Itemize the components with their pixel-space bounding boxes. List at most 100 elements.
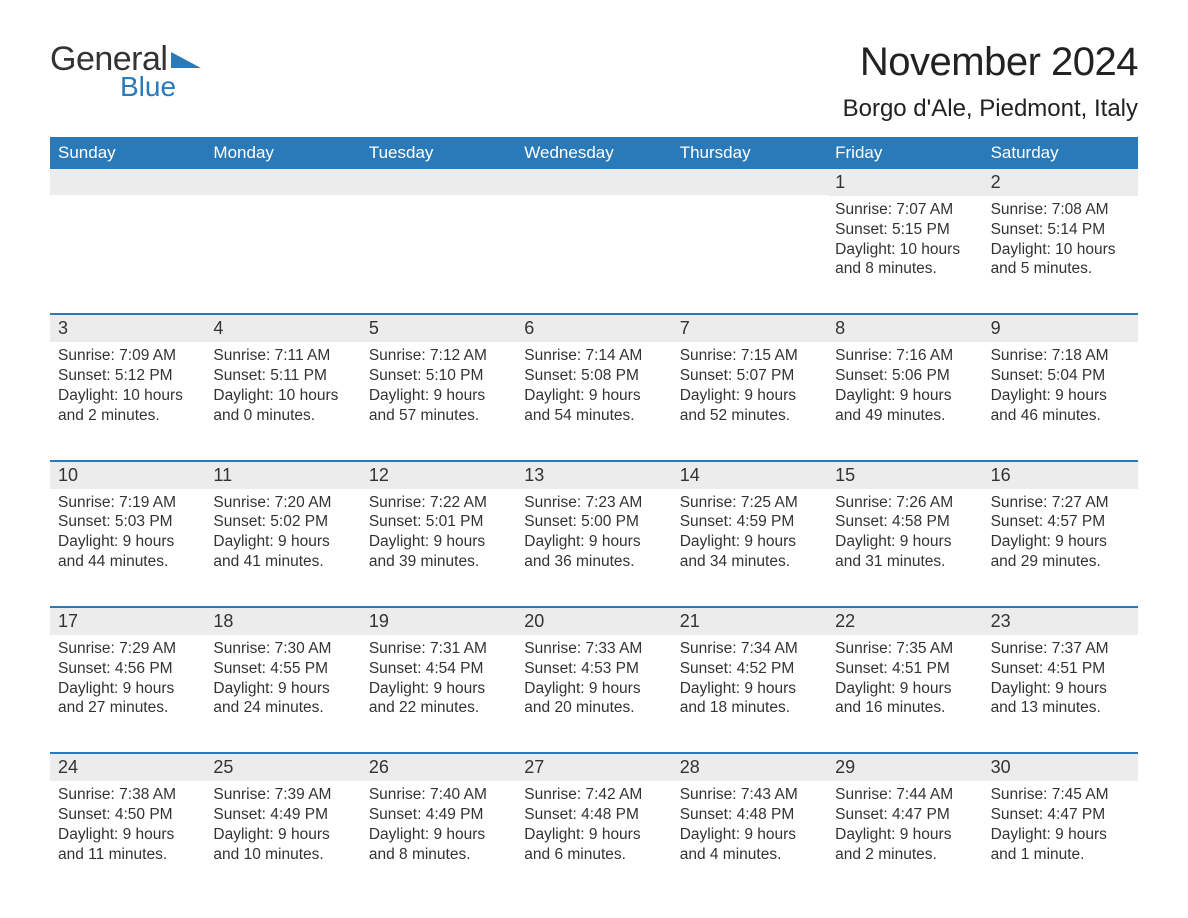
day-body: Sunrise: 7:07 AMSunset: 5:15 PMDaylight:… <box>827 196 982 285</box>
day-sunrise: Sunrise: 7:11 AM <box>213 346 352 366</box>
day-number-bar: 12 <box>361 462 516 489</box>
day-sunset: Sunset: 4:49 PM <box>369 805 508 825</box>
day-body: Sunrise: 7:37 AMSunset: 4:51 PMDaylight:… <box>983 635 1138 724</box>
day-number: 15 <box>835 465 855 485</box>
day-sunset: Sunset: 5:14 PM <box>991 220 1130 240</box>
day-sunset: Sunset: 5:08 PM <box>524 366 663 386</box>
day-number-bar: 24 <box>50 754 205 781</box>
day-cell: 23Sunrise: 7:37 AMSunset: 4:51 PMDayligh… <box>983 608 1138 724</box>
day-number: 27 <box>524 757 544 777</box>
day-daylight2: and 54 minutes. <box>524 406 663 426</box>
day-sunset: Sunset: 5:10 PM <box>369 366 508 386</box>
day-cell: 11Sunrise: 7:20 AMSunset: 5:02 PMDayligh… <box>205 462 360 578</box>
day-sunrise: Sunrise: 7:27 AM <box>991 493 1130 513</box>
location: Borgo d'Ale, Piedmont, Italy <box>843 95 1138 123</box>
day-daylight1: Daylight: 9 hours <box>680 679 819 699</box>
day-number: 5 <box>369 318 379 338</box>
day-daylight1: Daylight: 9 hours <box>835 679 974 699</box>
day-number: 20 <box>524 611 544 631</box>
day-sunset: Sunset: 4:47 PM <box>835 805 974 825</box>
day-number-bar: 5 <box>361 315 516 342</box>
day-daylight2: and 22 minutes. <box>369 698 508 718</box>
day-daylight1: Daylight: 9 hours <box>58 532 197 552</box>
day-sunrise: Sunrise: 7:08 AM <box>991 200 1130 220</box>
day-sunset: Sunset: 5:15 PM <box>835 220 974 240</box>
day-sunset: Sunset: 4:49 PM <box>213 805 352 825</box>
day-number: 25 <box>213 757 233 777</box>
day-number: 1 <box>835 172 845 192</box>
day-daylight2: and 49 minutes. <box>835 406 974 426</box>
day-sunrise: Sunrise: 7:33 AM <box>524 639 663 659</box>
day-sunset: Sunset: 5:04 PM <box>991 366 1130 386</box>
week-row: 1 Sunrise: 7:07 AMSunset: 5:15 PMDaylight… <box>50 169 1138 285</box>
day-sunset: Sunset: 4:52 PM <box>680 659 819 679</box>
brand-blue: Blue <box>120 71 176 103</box>
day-number-bar: 14 <box>672 462 827 489</box>
day-body: Sunrise: 7:39 AMSunset: 4:49 PMDaylight:… <box>205 781 360 870</box>
title-block: November 2024 Borgo d'Ale, Piedmont, Ita… <box>843 40 1138 123</box>
day-number-bar <box>672 169 827 195</box>
day-sunrise: Sunrise: 7:44 AM <box>835 785 974 805</box>
day-daylight2: and 18 minutes. <box>680 698 819 718</box>
day-body: Sunrise: 7:27 AMSunset: 4:57 PMDaylight:… <box>983 489 1138 578</box>
day-number-bar <box>361 169 516 195</box>
day-sunset: Sunset: 4:56 PM <box>58 659 197 679</box>
weekday-header-row: Sunday Monday Tuesday Wednesday Thursday… <box>50 137 1138 169</box>
day-cell: 2Sunrise: 7:08 AMSunset: 5:14 PMDaylight… <box>983 169 1138 285</box>
day-daylight2: and 29 minutes. <box>991 552 1130 572</box>
day-daylight1: Daylight: 9 hours <box>524 679 663 699</box>
day-daylight2: and 2 minutes. <box>58 406 197 426</box>
day-sunrise: Sunrise: 7:14 AM <box>524 346 663 366</box>
day-number: 26 <box>369 757 389 777</box>
day-number: 13 <box>524 465 544 485</box>
day-sunrise: Sunrise: 7:45 AM <box>991 785 1130 805</box>
day-number: 3 <box>58 318 68 338</box>
day-sunrise: Sunrise: 7:23 AM <box>524 493 663 513</box>
day-sunset: Sunset: 5:02 PM <box>213 512 352 532</box>
day-daylight1: Daylight: 10 hours <box>213 386 352 406</box>
day-daylight2: and 8 minutes. <box>835 259 974 279</box>
day-daylight1: Daylight: 9 hours <box>835 532 974 552</box>
weekday-header: Tuesday <box>361 137 516 169</box>
day-sunrise: Sunrise: 7:26 AM <box>835 493 974 513</box>
day-daylight1: Daylight: 9 hours <box>524 825 663 845</box>
day-sunset: Sunset: 4:47 PM <box>991 805 1130 825</box>
day-sunset: Sunset: 4:51 PM <box>835 659 974 679</box>
day-body: Sunrise: 7:38 AMSunset: 4:50 PMDaylight:… <box>50 781 205 870</box>
day-sunset: Sunset: 4:55 PM <box>213 659 352 679</box>
day-number-bar: 10 <box>50 462 205 489</box>
day-daylight1: Daylight: 9 hours <box>213 825 352 845</box>
day-sunset: Sunset: 4:54 PM <box>369 659 508 679</box>
day-sunset: Sunset: 5:03 PM <box>58 512 197 532</box>
day-daylight2: and 24 minutes. <box>213 698 352 718</box>
day-sunrise: Sunrise: 7:31 AM <box>369 639 508 659</box>
day-cell: 25 Sunrise: 7:39 AMSunset: 4:49 PMDayligh… <box>205 754 360 870</box>
day-body: Sunrise: 7:09 AMSunset: 5:12 PMDaylight:… <box>50 342 205 431</box>
day-sunrise: Sunrise: 7:07 AM <box>835 200 974 220</box>
day-daylight2: and 6 minutes. <box>524 845 663 865</box>
day-sunrise: Sunrise: 7:09 AM <box>58 346 197 366</box>
day-number-bar: 19 <box>361 608 516 635</box>
day-number-bar: 4 <box>205 315 360 342</box>
day-daylight1: Daylight: 10 hours <box>58 386 197 406</box>
day-sunset: Sunset: 4:48 PM <box>680 805 819 825</box>
day-cell: 8Sunrise: 7:16 AMSunset: 5:06 PMDaylight… <box>827 315 982 431</box>
day-body: Sunrise: 7:22 AMSunset: 5:01 PMDaylight:… <box>361 489 516 578</box>
day-body: Sunrise: 7:35 AMSunset: 4:51 PMDaylight:… <box>827 635 982 724</box>
day-daylight1: Daylight: 10 hours <box>835 240 974 260</box>
day-daylight1: Daylight: 9 hours <box>991 532 1130 552</box>
day-number-bar: 7 <box>672 315 827 342</box>
day-daylight2: and 57 minutes. <box>369 406 508 426</box>
day-sunrise: Sunrise: 7:39 AM <box>213 785 352 805</box>
day-number-bar: 11 <box>205 462 360 489</box>
day-number-bar: 28 <box>672 754 827 781</box>
day-sunset: Sunset: 5:06 PM <box>835 366 974 386</box>
day-number: 10 <box>58 465 78 485</box>
day-sunset: Sunset: 4:51 PM <box>991 659 1130 679</box>
day-body: Sunrise: 7:29 AMSunset: 4:56 PMDaylight:… <box>50 635 205 724</box>
day-number: 7 <box>680 318 690 338</box>
day-number-bar: 2 <box>983 169 1138 196</box>
day-number: 29 <box>835 757 855 777</box>
day-number: 9 <box>991 318 1001 338</box>
day-daylight1: Daylight: 9 hours <box>835 386 974 406</box>
